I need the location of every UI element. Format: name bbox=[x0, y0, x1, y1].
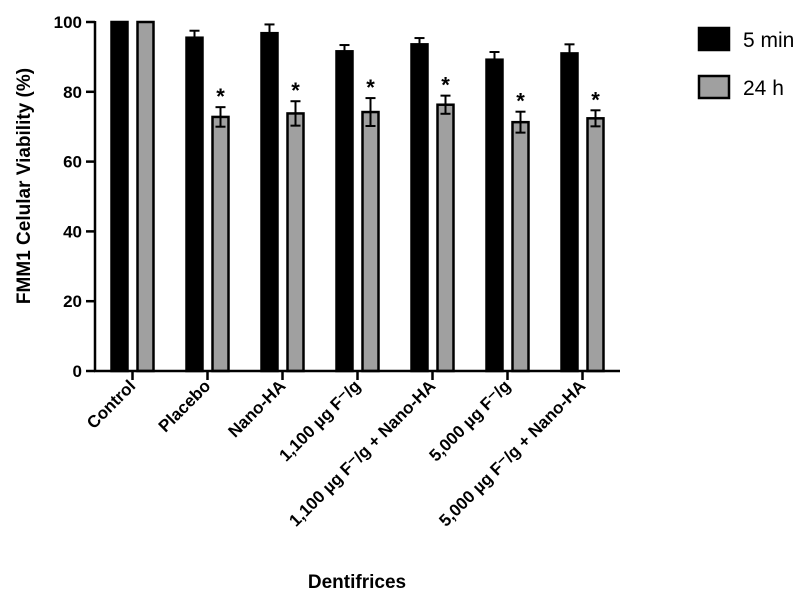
y-tick-label: 60 bbox=[63, 153, 82, 172]
significance-marker: * bbox=[366, 75, 375, 100]
x-axis-title: Dentifrices bbox=[308, 572, 406, 593]
significance-marker: * bbox=[591, 87, 600, 112]
legend-label: 24 h bbox=[743, 77, 784, 100]
y-axis-title: FMM1 Celular Viability (%) bbox=[14, 68, 35, 304]
y-tick-label: 80 bbox=[63, 83, 82, 102]
legend-swatch bbox=[697, 74, 731, 100]
x-tick-label: Nano-HA bbox=[224, 376, 289, 441]
significance-marker: * bbox=[216, 84, 225, 109]
x-tick-label: 5,000 µg F⁻/g + Nano-HA bbox=[435, 376, 589, 530]
x-tick-label: Control bbox=[83, 376, 139, 432]
bar-series2 bbox=[211, 115, 230, 373]
significance-marker: * bbox=[291, 78, 300, 103]
bar-series1 bbox=[560, 52, 579, 373]
bar-series1 bbox=[335, 50, 354, 373]
x-tick-label: Placebo bbox=[155, 376, 215, 436]
bar-series1 bbox=[410, 43, 429, 373]
bar-series2 bbox=[586, 117, 605, 373]
y-tick-label: 100 bbox=[54, 13, 82, 32]
bar-series2 bbox=[511, 120, 530, 373]
plot-area: * * * * * * 0 20 40 60 80 100 Control Placebo Nano-HA1… bbox=[54, 13, 620, 530]
legend: 5 min 24 h bbox=[697, 26, 794, 100]
legend-swatch bbox=[697, 26, 731, 52]
bar-series1 bbox=[260, 31, 279, 373]
bar-series1 bbox=[185, 36, 204, 373]
y-tick-label: 40 bbox=[63, 222, 82, 241]
y-tick-label: 0 bbox=[73, 362, 82, 381]
bar-series2 bbox=[286, 112, 305, 373]
bar-series2 bbox=[436, 103, 455, 373]
legend-label: 5 min bbox=[743, 29, 794, 52]
x-tick-label: 1,100 µg F⁻/g + Nano-HA bbox=[285, 376, 439, 530]
significance-marker: * bbox=[516, 89, 525, 114]
y-tick-label: 20 bbox=[63, 292, 82, 311]
bar-series2 bbox=[361, 110, 380, 373]
significance-marker: * bbox=[441, 73, 450, 98]
bar-series2 bbox=[136, 20, 155, 373]
bar-series1 bbox=[485, 58, 504, 373]
bar-series1 bbox=[110, 20, 129, 373]
